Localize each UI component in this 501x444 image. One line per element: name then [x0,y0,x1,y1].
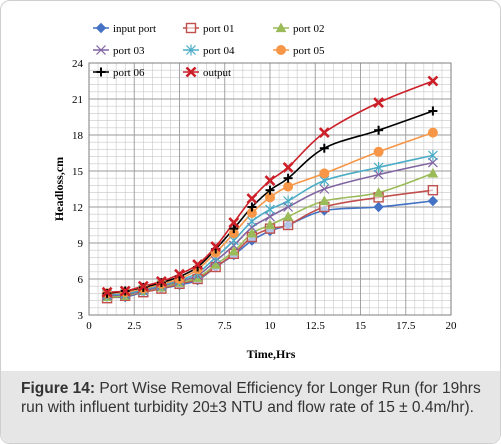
data-point [228,217,240,229]
data-point [282,211,294,221]
legend-item: port 05 [273,45,325,57]
data-point [246,227,258,238]
legend-label: port 01 [203,23,234,35]
data-point [174,268,185,280]
legend-label: port 04 [203,45,235,57]
y-tick-label: 6 [78,274,84,286]
legend-marker [185,22,197,34]
legend-label: output [203,67,231,79]
data-point [264,219,276,230]
data-point [319,168,330,179]
y-axis-ticks: 3 6 9 12 15 18 21 24 [72,58,84,322]
data-point [427,195,439,207]
data-point [373,169,384,180]
data-point [318,127,330,139]
plot-area [88,62,452,316]
caption-text: Port Wise Removal Efficiency for Longer … [21,380,481,416]
data-point [427,149,438,161]
data-point [373,146,384,157]
data-point [265,211,275,222]
x-tick-label: 20 [446,320,458,332]
data-point [427,184,439,196]
legend-marker [275,22,287,33]
caption-panel: Figure 14: Port Wise Removal Efficiency … [1,371,500,443]
data-point [373,201,384,213]
legend-label: port 02 [293,23,324,35]
caption-label: Figure 14: [21,380,96,397]
data-point [265,185,275,195]
data-point [246,193,258,205]
y-tick-label: 12 [72,202,83,214]
data-point [101,286,113,298]
data-point [282,219,294,231]
data-point [427,157,438,168]
y-tick-label: 21 [72,94,83,106]
legend-item: port 04 [183,44,235,57]
data-point [283,195,294,207]
data-point [282,161,294,173]
data-point [373,97,385,109]
x-tick-label: 0 [86,320,92,332]
data-point [155,275,167,287]
y-axis-label: Headloss,cm [52,157,66,221]
legend-marker [96,45,106,55]
legend-item: port 03 [93,45,145,57]
data-point [210,259,222,269]
chart: 0 2.5 5 7.5 10 12.5 15 17.5 20 3 6 9 12 15 18 21 24 Tim… [52,22,457,361]
x-tick-label: 10 [265,320,277,332]
x-tick-label: 7.5 [218,320,232,332]
data-point [374,125,384,135]
y-tick-label: 18 [72,130,84,142]
data-point [427,75,439,87]
legend: input port port 01 port 02 port 03 port 04 po… [93,22,325,79]
figure-caption: Figure 14: Port Wise Removal Efficiency … [21,379,491,417]
x-tick-label: 5 [177,320,183,332]
legend-item: port 06 [93,67,145,79]
legend-item: port 01 [183,22,234,35]
legend-label: port 03 [113,45,145,57]
x-tick-label: 2.5 [127,320,141,332]
legend-item: port 02 [273,22,324,35]
legend-marker [96,67,106,77]
data-point [373,161,384,173]
y-tick-label: 15 [72,166,84,178]
data-point [318,195,330,206]
data-point [264,175,276,187]
legend-label: input port [113,23,156,35]
data-point [283,173,293,183]
data-point [428,106,438,116]
x-tick-label: 17.5 [396,320,416,332]
y-tick-label: 9 [78,238,84,250]
data-point [427,167,439,178]
data-point [247,202,257,212]
data-point [229,224,239,234]
legend-item: input port [93,22,156,35]
data-point [228,245,240,256]
data-point [119,285,131,297]
x-tick-label: 15 [355,320,367,332]
data-point [427,127,438,138]
legend-marker [95,22,107,34]
y-tick-label: 24 [72,58,84,70]
legend-item: output [183,66,231,79]
data-points [101,75,439,304]
data-point [265,203,275,215]
legend-marker [276,45,286,55]
data-point [210,241,222,253]
x-tick-label: 12.5 [306,320,326,332]
data-point [319,184,330,194]
data-point [319,143,329,153]
data-point [137,280,149,292]
data-point [283,181,294,192]
x-axis-label: Time,Hrs [247,347,296,361]
legend-label: port 05 [293,45,325,57]
data-point [192,259,204,271]
data-point [373,187,384,197]
x-axis-ticks: 0 2.5 5 7.5 10 12.5 15 17.5 20 [86,320,457,332]
y-tick-label: 3 [78,310,84,322]
legend-label: port 06 [113,67,145,79]
legend-marker [185,66,197,78]
legend-marker [186,44,196,56]
